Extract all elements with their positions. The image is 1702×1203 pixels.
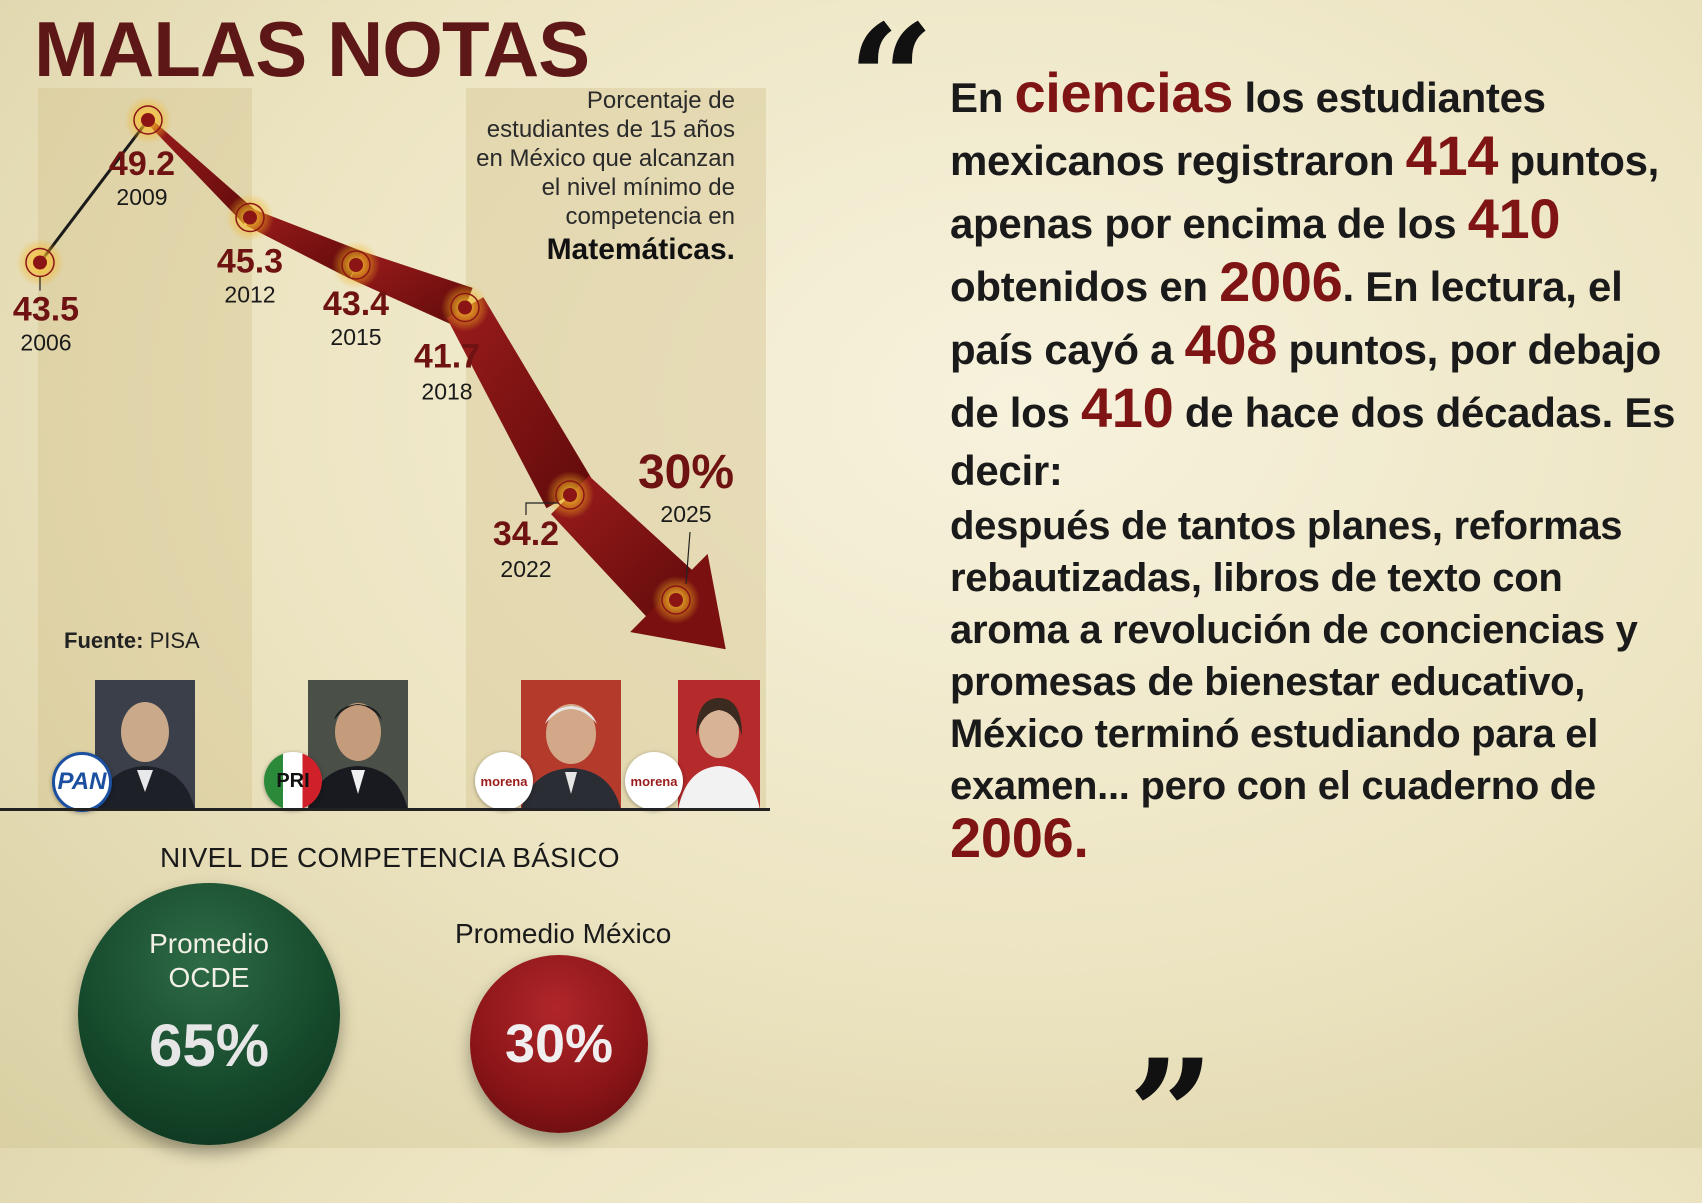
quote-open-icon: “	[848, 0, 935, 168]
subtitle-line: competencia en	[565, 203, 735, 230]
value-label: 45.3	[217, 243, 283, 281]
chart-baseline	[0, 808, 770, 811]
quote-highlight: 2006.	[950, 806, 1089, 869]
series-line-segment	[446, 297, 594, 509]
oecd-average-circle: Promedio OCDE 65%	[78, 883, 340, 1145]
value-label: 43.4	[323, 285, 389, 323]
label-connector	[525, 502, 558, 515]
quote-segment: los estudiantes mexicanos registraron	[950, 74, 1546, 184]
chart-subtitle: Porcentaje de estudiantes de 15 años en …	[425, 86, 735, 269]
data-point-ring	[133, 105, 163, 135]
data-point-ring	[235, 202, 265, 233]
subtitle-line: estudiantes de 15 años	[486, 116, 735, 143]
value-label: 34.2	[493, 515, 559, 553]
value-label: 43.5	[13, 291, 79, 329]
mexico-value: 30%	[504, 1014, 614, 1074]
mexico-average-circle: 30%	[470, 955, 648, 1133]
portrait-pena-nieto	[308, 680, 408, 810]
data-point	[458, 300, 472, 315]
series-line-segment	[145, 117, 257, 225]
quote-close-icon: ”	[1128, 1027, 1215, 1203]
pri-logo: PRI	[264, 752, 322, 810]
quote-segment: después de tantos planes, reformas rebau…	[950, 504, 1638, 808]
year-label: 2018	[421, 379, 472, 405]
quote-highlight: ciencias	[1014, 61, 1234, 124]
data-point	[33, 255, 47, 270]
year-label: 2012	[224, 282, 275, 308]
chart-marks	[16, 96, 700, 624]
quote-conclusion: después de tantos planes, reformas rebau…	[950, 500, 1690, 870]
quote-text: En ciencias los estudiantes mexicanos re…	[950, 64, 1690, 870]
value-label: 49.2	[109, 145, 175, 183]
quote-segment: . En lectura, el país cayó a	[950, 263, 1623, 373]
data-point	[669, 593, 683, 607]
portrait-amlo	[521, 680, 621, 810]
competency-title: NIVEL DE COMPETENCIA BÁSICO	[160, 842, 620, 873]
quote-highlight: 414	[1405, 124, 1499, 187]
subtitle-line: el nivel mínimo de	[541, 174, 735, 201]
quote-highlight: 2006	[1219, 250, 1343, 313]
pan-logo: PAN	[52, 752, 112, 812]
year-label: 2025	[660, 501, 711, 527]
subtitle-line: en México que alcanzan	[476, 145, 735, 172]
source-value: PISA	[149, 628, 200, 653]
year-label: 2009	[116, 184, 167, 210]
source-label: Fuente:	[64, 628, 144, 653]
quote-highlight: 410	[1467, 187, 1561, 250]
mexico-average-label: Promedio México	[455, 918, 672, 949]
data-point-ring	[450, 292, 480, 323]
oecd-value: 65%	[148, 1012, 270, 1079]
year-label: 2006	[20, 330, 71, 356]
chart-lines	[38, 117, 726, 650]
quote-segment: En	[950, 74, 1004, 121]
quote-segment: de hace dos décadas. Es decir:	[950, 389, 1676, 494]
subtitle-line: Porcentaje de	[586, 87, 735, 114]
morena-logo: morena	[625, 752, 683, 810]
quote-segment: puntos, por debajo de los	[950, 326, 1662, 436]
quote-highlight: 410	[1080, 376, 1174, 439]
data-point-ring	[555, 480, 585, 510]
portrait-calderon	[95, 680, 195, 810]
quote-highlight: 408	[1184, 313, 1278, 376]
quote-segment: obtenidos en	[950, 263, 1220, 310]
source-note: Fuente: PISA	[64, 628, 200, 654]
subtitle-emphasis: Matemáticas.	[546, 233, 735, 266]
year-label: 2015	[330, 324, 381, 350]
value-label: 30%	[638, 446, 734, 499]
quote-segment: puntos, apenas por encima de los	[950, 137, 1660, 247]
value-label: 41.7	[414, 338, 480, 376]
oecd-label-line2: OCDE	[168, 962, 250, 993]
data-point-ring	[661, 585, 691, 615]
data-point	[141, 113, 155, 127]
data-point-ring	[341, 250, 371, 280]
data-point	[243, 210, 257, 225]
portrait-sheinbaum	[678, 680, 760, 810]
oecd-label-line1: Promedio	[149, 928, 269, 959]
series-line-segment	[38, 119, 150, 264]
oecd-label: Promedio OCDE	[78, 927, 340, 995]
data-point	[563, 488, 577, 502]
morena-logo: morena	[475, 752, 533, 810]
page-title: MALAS NOTAS	[34, 5, 590, 93]
year-label: 2022	[500, 556, 551, 582]
label-connector	[685, 531, 691, 585]
data-point	[349, 258, 363, 272]
